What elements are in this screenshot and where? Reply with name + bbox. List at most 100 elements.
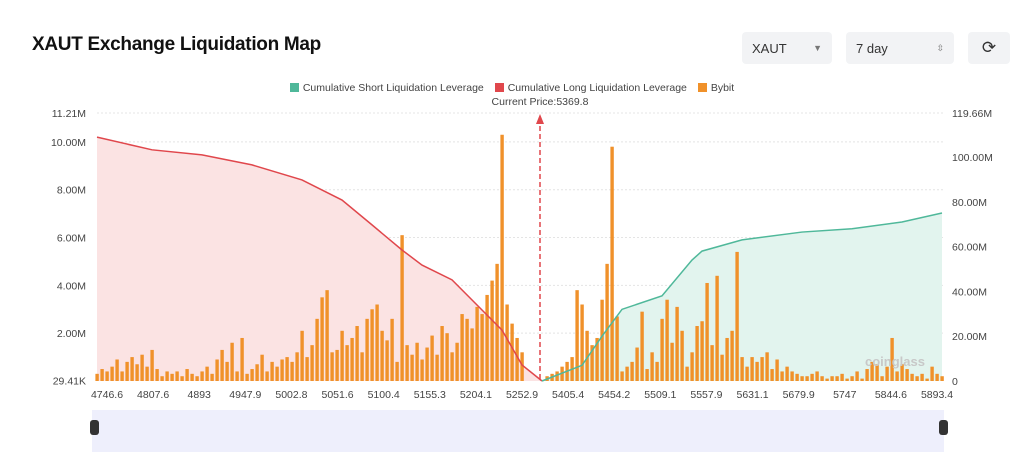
bybit-bar <box>850 376 854 381</box>
bybit-bar <box>180 376 184 381</box>
period-select[interactable]: 7 day ⇳ <box>846 32 954 64</box>
bybit-bar <box>390 318 394 381</box>
bybit-bar <box>470 328 474 381</box>
bybit-bar <box>225 361 229 381</box>
bybit-bar <box>585 330 589 381</box>
right-tick-label: 40.00M <box>952 286 987 298</box>
bybit-bar <box>500 134 504 381</box>
bybit-bar <box>490 280 494 381</box>
slider-handle-left[interactable] <box>90 420 99 435</box>
bybit-bar <box>700 321 704 381</box>
bybit-bar <box>380 330 384 381</box>
bybit-bar <box>115 359 119 381</box>
bybit-bar <box>455 342 459 381</box>
bybit-bar <box>480 314 484 381</box>
updown-icon: ⇳ <box>936 42 944 53</box>
bybit-bar <box>505 304 509 381</box>
bybit-bar <box>915 376 919 381</box>
bybit-bar <box>715 275 719 381</box>
bybit-bar <box>780 371 784 381</box>
cumulative-short-line <box>541 212 943 382</box>
refresh-icon: ⟳ <box>981 38 997 57</box>
legend-long[interactable]: Cumulative Long Liquidation Leverage <box>494 82 687 94</box>
bybit-bar <box>760 357 764 381</box>
bybit-bar <box>320 297 324 381</box>
bybit-bar <box>175 371 179 381</box>
bybit-bar <box>145 366 149 381</box>
bybit-bar <box>515 337 519 381</box>
period-value: 7 day <box>856 40 888 56</box>
range-slider[interactable] <box>92 410 944 452</box>
bybit-bar <box>725 337 729 381</box>
x-tick-label: 5844.6 <box>875 389 907 401</box>
bybit-bar <box>375 304 379 381</box>
bybit-bar <box>135 364 139 381</box>
bybit-bar <box>835 376 839 381</box>
bybit-bar <box>435 354 439 381</box>
symbol-value: XAUT <box>752 40 787 56</box>
x-tick-label: 5252.9 <box>506 389 538 401</box>
bybit-bar <box>555 371 559 381</box>
bybit-bar <box>325 290 329 381</box>
bybit-bar <box>510 323 514 381</box>
bybit-bar <box>495 263 499 381</box>
bybit-bar <box>795 373 799 381</box>
legend-bybit[interactable]: Bybit <box>697 82 734 94</box>
bybit-bar <box>830 376 834 381</box>
bybit-bar <box>265 371 269 381</box>
bybit-bar <box>130 357 134 381</box>
bybit-bar <box>635 347 639 381</box>
bybit-bar <box>655 361 659 381</box>
x-tick-label: 5679.9 <box>783 389 815 401</box>
bybit-bar <box>200 371 204 381</box>
bybit-bar <box>770 369 774 381</box>
refresh-button[interactable]: ⟳ <box>968 32 1010 64</box>
x-tick-label: 5631.1 <box>736 389 768 401</box>
bybit-bar <box>365 318 369 381</box>
bybit-bar <box>785 366 789 381</box>
bybit-bar <box>765 352 769 381</box>
bybit-bar <box>805 376 809 381</box>
bybit-bar <box>275 366 279 381</box>
bybit-bar <box>630 361 634 381</box>
bybit-bar <box>355 326 359 381</box>
bybit-bar <box>690 352 694 381</box>
bybit-bar <box>520 352 524 381</box>
x-tick-label: 5100.4 <box>368 389 400 401</box>
bybit-bar <box>405 345 409 381</box>
slider-handle-right[interactable] <box>939 420 948 435</box>
bybit-bar <box>740 357 744 381</box>
bybit-bar <box>305 357 309 381</box>
left-tick-label: 6.00M <box>57 233 86 245</box>
bybit-bar <box>290 361 294 381</box>
x-tick-label: 5454.2 <box>598 389 630 401</box>
bybit-bar <box>220 349 224 381</box>
left-tick-label: 11.21M <box>52 108 86 120</box>
left-tick-label: 10.00M <box>51 137 86 149</box>
page-title: XAUT Exchange Liquidation Map <box>32 34 321 55</box>
bybit-bar <box>930 366 934 381</box>
bybit-bar <box>595 337 599 381</box>
bybit-bar <box>210 373 214 381</box>
bybit-bar <box>415 342 419 381</box>
bybit-bar <box>300 330 304 381</box>
bybit-bar <box>610 146 614 381</box>
bybit-bar <box>885 366 889 381</box>
bybit-bar <box>670 342 674 381</box>
right-tick-label: 100.00M <box>952 152 993 164</box>
bybit-bar <box>845 378 849 381</box>
symbol-select[interactable]: XAUT ▼ <box>742 32 832 64</box>
bybit-bar <box>150 349 154 381</box>
bybit-bar <box>160 376 164 381</box>
legend-short[interactable]: Cumulative Short Liquidation Leverage <box>289 82 484 94</box>
bybit-bar <box>410 354 414 381</box>
bybit-bar <box>910 373 914 381</box>
bybit-bar <box>395 361 399 381</box>
bybit-bar <box>155 369 159 381</box>
bybit-bar <box>775 359 779 381</box>
bybit-bar <box>215 359 219 381</box>
bybit-bar <box>235 371 239 381</box>
x-tick-label: 4893 <box>188 389 212 401</box>
bybit-bar <box>900 364 904 381</box>
bybit-bar <box>675 306 679 381</box>
